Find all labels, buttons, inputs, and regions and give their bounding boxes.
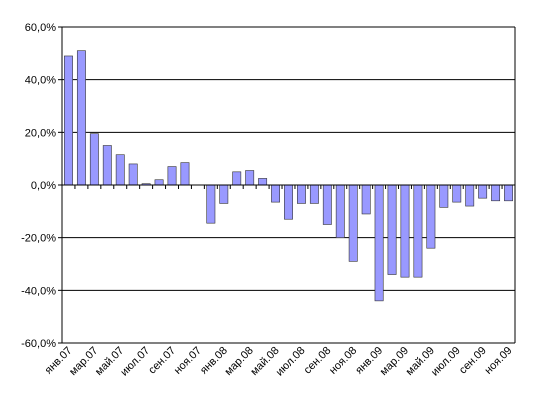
bar	[167, 166, 177, 186]
bar	[387, 184, 397, 275]
x-tick-label: сен.07	[146, 345, 178, 377]
x-tick-label: ноя.07	[172, 345, 204, 377]
bar	[245, 170, 255, 186]
x-tick-label: сен.08	[302, 345, 334, 377]
bar	[180, 162, 190, 186]
bar	[478, 184, 488, 199]
x-tick-label: июл.08	[274, 345, 308, 379]
bar	[322, 184, 332, 225]
bar	[400, 184, 410, 278]
bar	[491, 184, 501, 202]
bar	[115, 154, 125, 186]
x-tick-label: ноя.08	[327, 345, 359, 377]
bar	[439, 184, 449, 208]
x-tick-label: июл.09	[429, 345, 463, 379]
y-tick-label: 20,0%	[25, 127, 56, 139]
y-tick-label: -40,0%	[21, 285, 56, 297]
bar	[452, 184, 462, 203]
bar	[258, 178, 268, 186]
bar	[89, 133, 99, 186]
bar	[271, 184, 280, 203]
y-tick-label: -60,0%	[21, 338, 56, 350]
bar	[154, 179, 164, 186]
y-tick-label: 40,0%	[25, 75, 56, 87]
bar	[232, 171, 242, 186]
bar	[64, 55, 73, 186]
bar	[465, 184, 475, 207]
bar	[102, 145, 112, 186]
bar	[361, 184, 371, 215]
x-tick-label: ноя.09	[483, 345, 515, 377]
bar	[284, 184, 293, 220]
bar	[128, 163, 138, 186]
bar	[297, 184, 306, 204]
x-tick-label: июл.07	[118, 345, 152, 379]
bar	[413, 184, 423, 278]
y-tick-label: 0,0%	[31, 180, 56, 192]
bar	[309, 184, 319, 204]
bar	[374, 184, 384, 302]
bar	[335, 184, 345, 238]
y-tick-label: 60,0%	[25, 22, 56, 34]
bar	[348, 184, 358, 262]
y-tick-label: -20,0%	[21, 233, 56, 245]
bar	[426, 184, 436, 249]
bar	[219, 184, 229, 204]
bar	[206, 184, 216, 224]
x-tick-label: сен.09	[457, 345, 489, 377]
bar	[76, 50, 86, 186]
bar	[504, 184, 513, 202]
